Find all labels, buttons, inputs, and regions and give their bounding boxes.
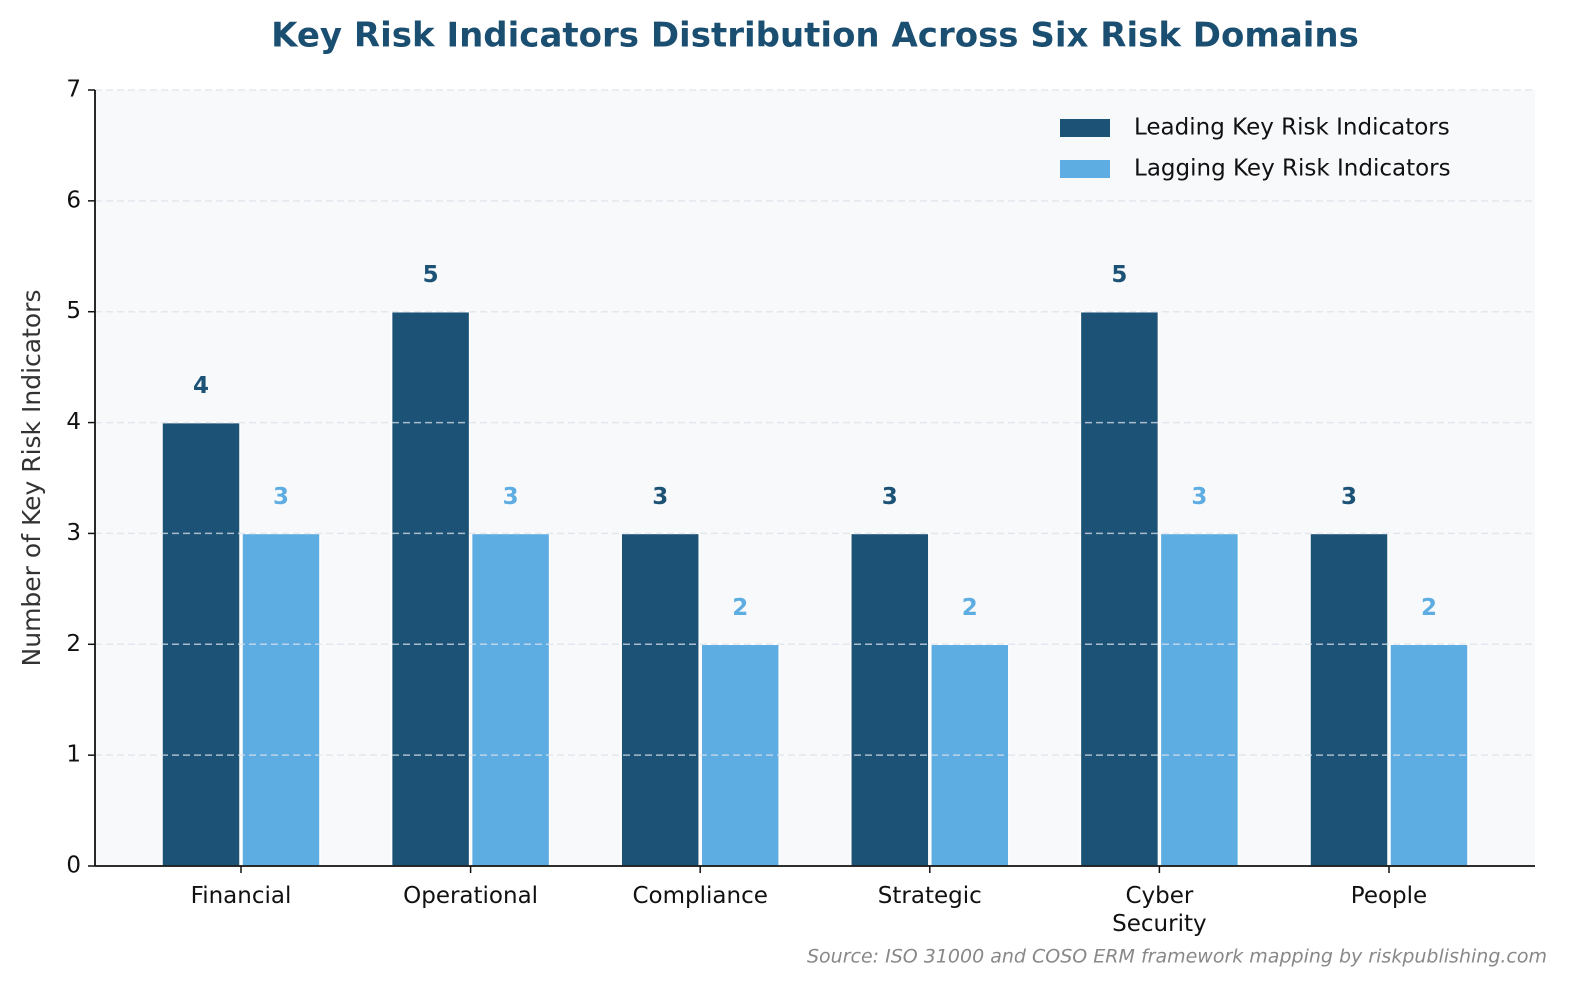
- bar: [390, 310, 471, 867]
- y-tick-label: 1: [66, 742, 81, 768]
- y-tick-label: 3: [66, 520, 81, 546]
- plot-area: [95, 90, 1535, 866]
- bar: [850, 532, 930, 867]
- value-label: 3: [503, 484, 519, 510]
- value-label: 3: [882, 484, 898, 510]
- bar: [1309, 532, 1389, 867]
- x-tick-label: Financial: [190, 883, 292, 909]
- x-tick-label: Compliance: [632, 883, 768, 909]
- y-axis-label: Number of Key Risk Indicators: [17, 290, 46, 667]
- y-tick-label: 0: [66, 853, 81, 879]
- value-label: 5: [1111, 262, 1127, 288]
- y-tick-label: 4: [66, 409, 81, 435]
- value-label: 2: [732, 595, 748, 621]
- value-label: 5: [423, 262, 439, 288]
- x-tick-label: Operational: [403, 883, 539, 909]
- value-label: 2: [1421, 595, 1437, 621]
- bar: [1079, 310, 1160, 867]
- y-tick-label: 6: [66, 187, 81, 213]
- value-label: 3: [273, 484, 289, 510]
- value-label: 3: [1341, 484, 1357, 510]
- x-tick-label: Cyber Security: [1112, 883, 1207, 937]
- value-label: 3: [652, 484, 668, 510]
- legend-label: Lagging Key Risk Indicators: [1134, 156, 1451, 182]
- bar: [620, 532, 700, 867]
- legend-label: Leading Key Risk Indicators: [1134, 115, 1450, 141]
- chart-title: Key Risk Indicators Distribution Across …: [271, 16, 1359, 56]
- bar: [241, 532, 321, 867]
- y-tick-label: 5: [66, 298, 81, 324]
- legend-swatch: [1060, 160, 1110, 178]
- bar: [470, 532, 551, 867]
- source-note: Source: ISO 31000 and COSO ERM framework…: [807, 946, 1547, 968]
- x-tick-label: Strategic: [877, 883, 982, 909]
- y-tick-label: 7: [66, 77, 81, 103]
- x-tick-label: People: [1350, 883, 1428, 909]
- value-label: 2: [962, 595, 978, 621]
- legend-swatch: [1060, 119, 1110, 137]
- y-tick-label: 2: [66, 631, 81, 657]
- bar: [1159, 532, 1240, 867]
- value-label: 4: [193, 373, 209, 399]
- value-label: 3: [1191, 484, 1207, 510]
